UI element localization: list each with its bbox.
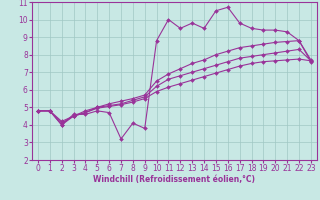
- X-axis label: Windchill (Refroidissement éolien,°C): Windchill (Refroidissement éolien,°C): [93, 175, 255, 184]
